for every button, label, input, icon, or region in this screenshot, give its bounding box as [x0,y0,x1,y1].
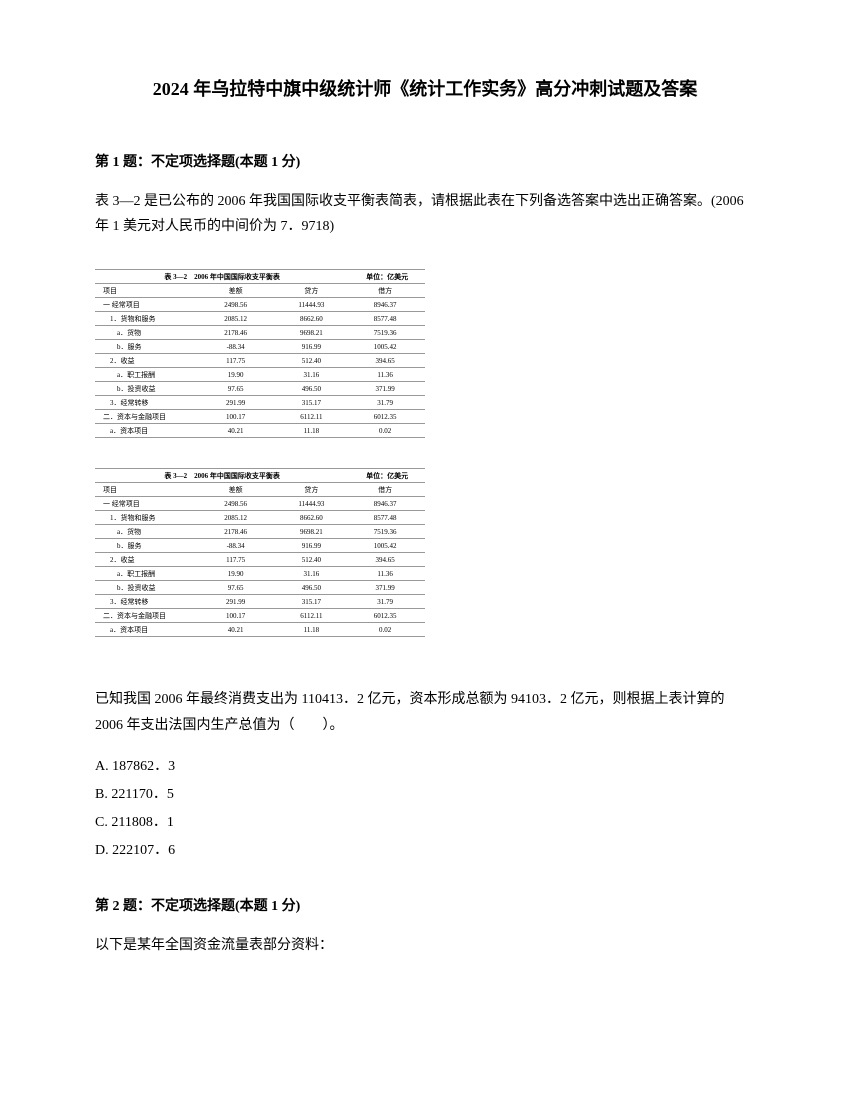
question-1-header: 第 1 题：不定项选择题(本题 1 分) [95,151,755,171]
option-d: D. 222107．6 [95,837,755,865]
table-row: a．职工报酬19.9031.1611.36 [95,368,425,382]
table-row: b．投资收益97.65496.50371.99 [95,581,425,595]
data-table-2: 表 3—2 2006 年中国国际收支平衡表 单位：亿美元 项目 差额 贷方 借方… [95,468,425,637]
option-a: A. 187862．3 [95,753,755,781]
table-row: 一 经常项目2498.5611444.938946.37 [95,298,425,312]
data-table-1: 表 3—2 2006 年中国国际收支平衡表 单位：亿美元 项目 差额 贷方 借方… [95,269,425,438]
table-header-cell: 贷方 [274,284,350,298]
table-row: a．职工报酬19.9031.1611.36 [95,567,425,581]
table-header-cell: 项目 [95,483,198,497]
table-unit: 单位：亿美元 [349,270,425,284]
table-row: b．服务-88.34916.991005.42 [95,539,425,553]
table-row: 1．货物和服务2085.128662.608577.48 [95,511,425,525]
table-header-cell: 贷方 [274,483,350,497]
table-row: b．服务-88.34916.991005.42 [95,340,425,354]
table-row: 3．经常转移291.99315.1731.79 [95,396,425,410]
table-row: a．资本项目40.2111.180.02 [95,424,425,438]
question-2-text: 以下是某年全国资金流量表部分资料： [95,933,755,958]
table-header-cell: 差额 [198,483,274,497]
option-c: C. 211808．1 [95,809,755,837]
table-header-cell: 借方 [349,483,425,497]
question-2-header: 第 2 题：不定项选择题(本题 1 分) [95,895,755,915]
table-row: a．货物2178.469698.217519.36 [95,525,425,539]
table-header-cell: 借方 [349,284,425,298]
document-title: 2024 年乌拉特中旗中级统计师《统计工作实务》高分冲刺试题及答案 [95,75,755,101]
table-row: 一 经常项目2498.5611444.938946.37 [95,497,425,511]
table-row: 1．货物和服务2085.128662.608577.48 [95,312,425,326]
table-header-cell: 差额 [198,284,274,298]
table-row: a．资本项目40.2111.180.02 [95,623,425,637]
question-1-text: 表 3—2 是已公布的 2006 年我国国际收支平衡表简表，请根据此表在下列备选… [95,189,755,239]
table-row: 3．经常转移291.99315.1731.79 [95,595,425,609]
table-row: 2．收益117.75512.40394.65 [95,553,425,567]
table-row: b．投资收益97.65496.50371.99 [95,382,425,396]
table-row: 二．资本与金融项目100.176112.116012.35 [95,609,425,623]
option-b: B. 221170．5 [95,781,755,809]
table-row: 二．资本与金融项目100.176112.116012.35 [95,410,425,424]
table-row: 2．收益117.75512.40394.65 [95,354,425,368]
table-title: 表 3—2 2006 年中国国际收支平衡表 [95,469,349,483]
table-header-cell: 项目 [95,284,198,298]
table-unit: 单位：亿美元 [349,469,425,483]
table-title: 表 3—2 2006 年中国国际收支平衡表 [95,270,349,284]
question-1-text-2: 已知我国 2006 年最终消费支出为 110413．2 亿元，资本形成总额为 9… [95,687,755,737]
question-1-options: A. 187862．3 B. 221170．5 C. 211808．1 D. 2… [95,753,755,865]
table-row: a．货物2178.469698.217519.36 [95,326,425,340]
